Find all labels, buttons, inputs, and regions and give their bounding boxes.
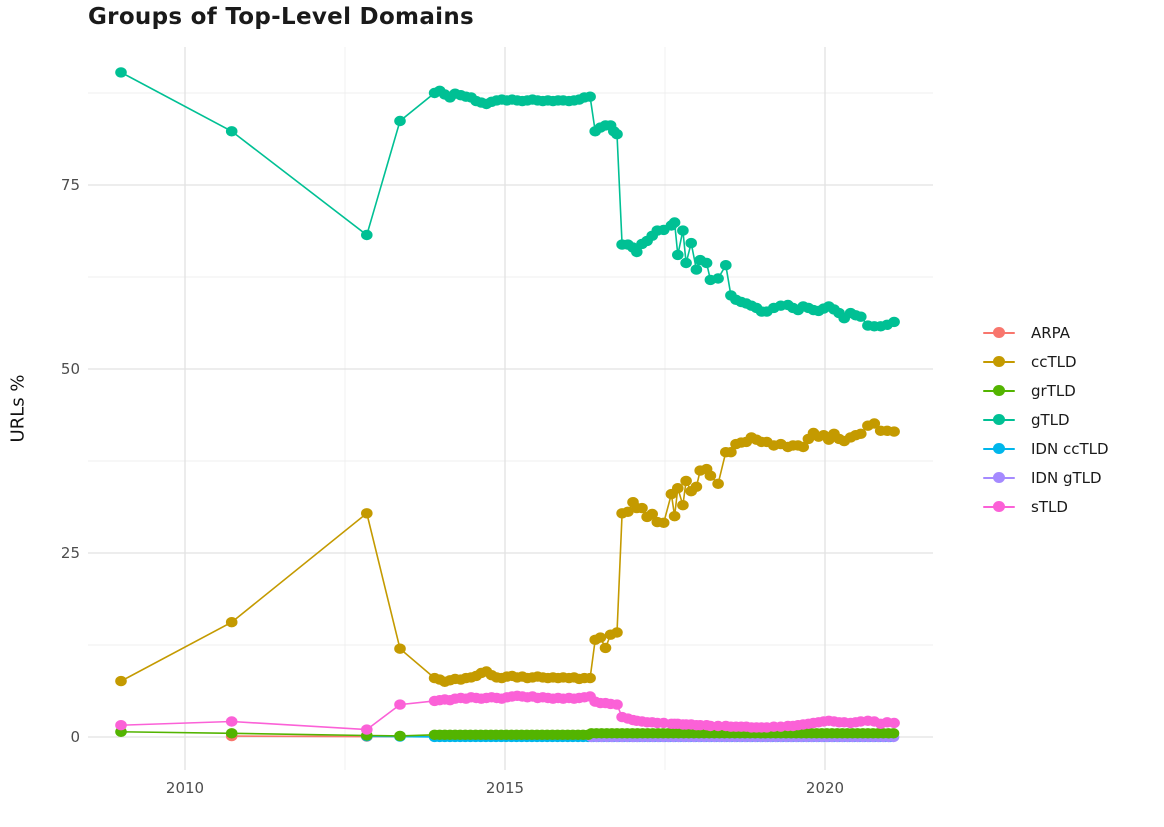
legend: ARPA ccTLD grTLD gTLD IDN ccTLD IDN gTLD sTLD <box>983 322 1109 518</box>
x-tick-label: 2010 <box>165 779 205 797</box>
data-point-gtld <box>712 273 724 284</box>
data-point-grtld <box>225 728 238 739</box>
series-stld <box>115 690 900 735</box>
data-point-cctld <box>690 481 703 492</box>
legend-key-icon <box>983 438 1015 460</box>
legend-label: grTLD <box>1031 382 1076 400</box>
data-point-gtld <box>685 237 697 249</box>
data-point-gtld <box>584 91 596 102</box>
data-point-stld <box>394 699 406 710</box>
legend-key-icon <box>983 351 1015 373</box>
data-point-gtld <box>668 217 681 228</box>
legend-label: sTLD <box>1031 498 1068 516</box>
data-point-cctld <box>646 508 658 520</box>
legend-label: IDN ccTLD <box>1031 440 1109 458</box>
series-cctld <box>115 418 900 687</box>
series-gtld <box>115 67 900 332</box>
data-point-stld <box>115 720 127 731</box>
data-point-gtld <box>611 129 623 140</box>
data-point-gtld <box>672 249 684 261</box>
data-point-cctld <box>657 517 670 528</box>
data-point-cctld <box>725 447 737 458</box>
legend-key-icon <box>983 380 1015 402</box>
legend-item-idn-gtld: IDN gTLD <box>983 467 1109 489</box>
legend-item-stld: sTLD <box>983 496 1109 518</box>
y-tick-label: 25 <box>60 544 80 562</box>
legend-item-cctld: ccTLD <box>983 351 1109 373</box>
data-point-cctld <box>115 675 127 687</box>
data-point-cctld <box>888 426 900 437</box>
data-point-gtld <box>720 260 732 271</box>
data-point-gtld <box>888 316 900 328</box>
data-point-cctld <box>361 508 373 519</box>
legend-label: ARPA <box>1031 324 1071 342</box>
y-tick-label: 50 <box>60 360 80 378</box>
data-point-cctld <box>797 441 809 453</box>
data-point-cctld <box>668 511 681 522</box>
data-point-cctld <box>855 428 867 439</box>
legend-key-icon <box>983 467 1015 489</box>
data-point-gtld <box>115 67 127 78</box>
chart-title: Groups of Top-Level Domains <box>88 4 474 30</box>
data-point-gtld <box>677 225 689 236</box>
data-point-gtld <box>855 311 867 322</box>
data-point-cctld <box>636 502 648 514</box>
x-tick-label: 2020 <box>805 779 845 797</box>
data-point-cctld <box>868 418 881 429</box>
legend-label: IDN gTLD <box>1031 469 1102 487</box>
x-tick-label: 2015 <box>485 779 525 797</box>
data-point-cctld <box>704 470 717 481</box>
data-point-grtld <box>394 730 406 742</box>
legend-label: gTLD <box>1031 411 1070 429</box>
legend-item-idn-cctld: IDN ccTLD <box>983 438 1109 460</box>
data-point-cctld <box>672 483 684 494</box>
legend-key-icon <box>983 322 1015 344</box>
data-point-grtld <box>887 728 900 739</box>
data-point-cctld <box>611 627 623 638</box>
legend-label: ccTLD <box>1031 353 1077 371</box>
data-point-cctld <box>712 478 724 489</box>
data-point-gtld <box>631 246 643 258</box>
legend-key-icon <box>983 496 1015 518</box>
y-tick-label: 75 <box>60 176 80 194</box>
data-point-cctld <box>680 475 692 487</box>
data-point-stld <box>225 716 238 727</box>
data-point-gtld <box>361 229 373 241</box>
gridlines <box>88 47 933 770</box>
legend-item-grtld: grTLD <box>983 380 1109 402</box>
data-point-gtld <box>225 126 238 137</box>
data-point-cctld <box>594 632 607 643</box>
legend-item-gtld: gTLD <box>983 409 1109 431</box>
data-point-gtld <box>394 115 406 127</box>
data-point-cctld <box>599 642 612 654</box>
data-point-stld <box>611 699 623 710</box>
data-point-cctld <box>225 617 238 628</box>
legend-item-arpa: ARPA <box>983 322 1109 344</box>
data-point-stld <box>888 717 900 729</box>
data-point-cctld <box>584 672 596 684</box>
data-point-cctld <box>677 500 689 511</box>
data-point-stld <box>361 724 373 735</box>
data-point-gtld <box>700 257 713 269</box>
y-tick-label: 0 <box>70 728 80 746</box>
data-point-cctld <box>394 643 406 654</box>
data-point-gtld <box>680 257 692 269</box>
legend-key-icon <box>983 409 1015 431</box>
data-point-gtld <box>690 264 703 275</box>
data-point-cctld <box>622 506 634 517</box>
